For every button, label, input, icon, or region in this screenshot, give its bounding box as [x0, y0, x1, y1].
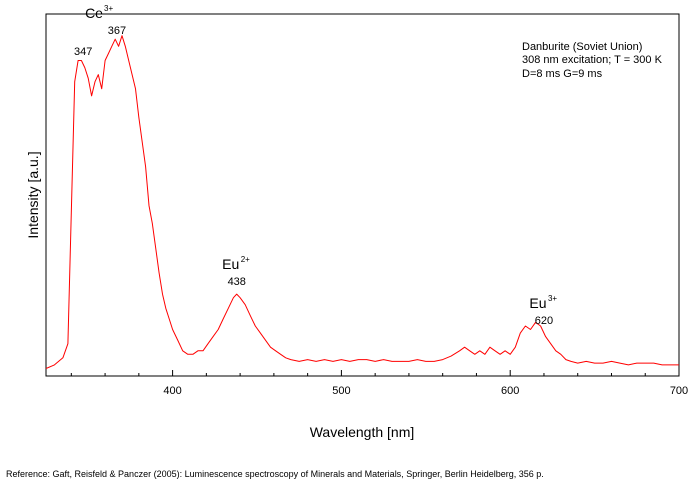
x-tick-label: 500	[332, 385, 350, 397]
ion-charge-label: 3+	[548, 294, 557, 303]
ion-label: Eu	[222, 256, 239, 272]
spectrum-line	[45, 35, 679, 369]
reference-text: Reference: Gaft, Reisfeld & Panczer (200…	[6, 469, 544, 479]
x-tick-label: 700	[670, 385, 688, 397]
peak-label: 620	[535, 315, 553, 327]
info-line-timing: D=8 ms G=9 ms	[522, 68, 603, 80]
x-tick-label: 400	[163, 385, 181, 397]
y-axis-title: Intensity [a.u.]	[25, 151, 41, 238]
ion-label: Ce	[85, 5, 103, 21]
info-line-sample: Danburite (Soviet Union)	[522, 41, 642, 53]
ion-charge-label: 2+	[241, 255, 250, 264]
x-axis-ticks: 400 500 600 700	[70, 370, 688, 397]
peak-label: 367	[108, 25, 126, 37]
x-axis-title: Wavelength [nm]	[310, 424, 415, 440]
peak-label: 347	[74, 46, 92, 58]
info-box: Danburite (Soviet Union) 308 nm excitati…	[522, 41, 663, 80]
ion-label: Eu	[529, 295, 546, 311]
peak-label: 438	[228, 276, 246, 288]
info-line-excitation: 308 nm excitation; T = 300 K	[522, 54, 663, 66]
ion-charge-label: 3+	[104, 4, 113, 13]
x-tick-label: 600	[501, 385, 519, 397]
plot-frame	[45, 13, 680, 377]
